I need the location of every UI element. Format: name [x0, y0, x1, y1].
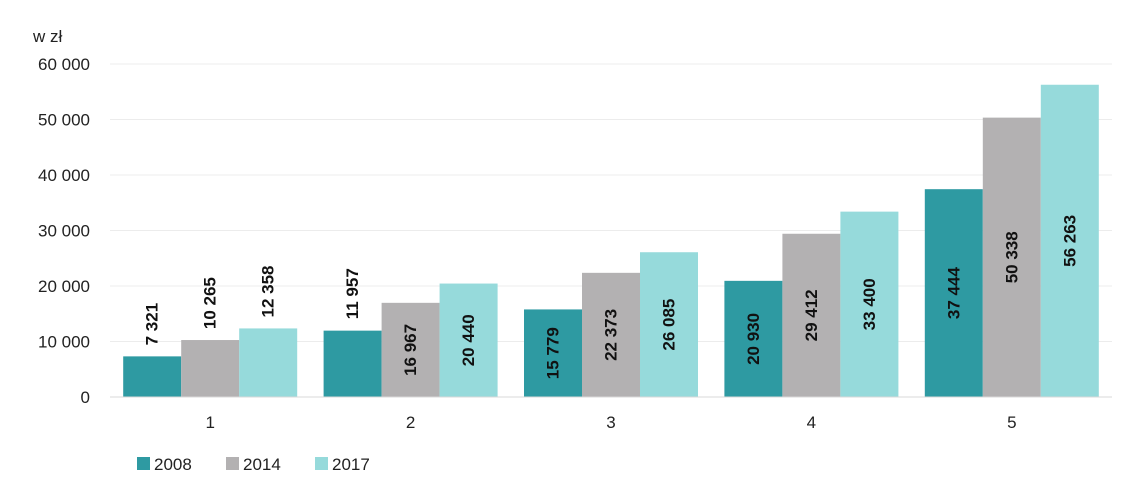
- bar-value-label: 33 400: [860, 278, 879, 330]
- y-unit-label: w zł: [32, 27, 63, 46]
- bar: [239, 328, 298, 397]
- bar-value-label: 10 265: [201, 277, 220, 329]
- bar: [782, 233, 841, 397]
- bar-value-label: 12 358: [259, 266, 278, 318]
- bar: [982, 117, 1041, 398]
- y-tick-label: 30 000: [38, 222, 90, 241]
- bar: [840, 211, 899, 397]
- legend-swatch: [315, 457, 328, 470]
- bar-value-labels: 7 321 10 265 12 358 11 957 16 967 20 440 15 77…: [143, 215, 1080, 379]
- x-category-label: 4: [807, 413, 816, 432]
- y-tick-label: 20 000: [38, 277, 90, 296]
- bar: [1040, 84, 1099, 397]
- bar: [640, 252, 698, 397]
- bar-value-label: 26 085: [660, 299, 679, 351]
- bar: [323, 330, 382, 397]
- bar-value-label: 50 338: [1002, 231, 1021, 283]
- y-tick-label: 10 000: [38, 333, 90, 352]
- x-category-label: 3: [606, 413, 615, 432]
- y-axis-ticks: 0 10 000 20 000 30 000 40 000 50 000 60 000: [38, 55, 90, 407]
- bar: [582, 272, 640, 397]
- bar: [381, 302, 440, 397]
- bar: [524, 309, 582, 397]
- bar: [181, 340, 240, 397]
- x-category-label: 2: [406, 413, 415, 432]
- legend-swatch: [137, 457, 150, 470]
- legend-label: 2014: [243, 455, 281, 474]
- y-tick-label: 50 000: [38, 111, 90, 130]
- x-category-label: 5: [1007, 413, 1016, 432]
- bar-value-label: 11 957: [343, 268, 362, 319]
- y-tick-label: 60 000: [38, 55, 90, 74]
- x-category-label: 1: [205, 413, 214, 432]
- bar-value-label: 20 930: [744, 313, 763, 365]
- y-tick-label: 40 000: [38, 166, 90, 185]
- bar-value-label: 56 263: [1060, 215, 1079, 267]
- bars: [123, 84, 1099, 398]
- y-tick-label: 0: [81, 388, 90, 407]
- bar-value-label: 22 373: [602, 309, 621, 361]
- bar-value-label: 15 779: [544, 327, 563, 379]
- bar: [439, 283, 498, 397]
- legend: 2008 2014 2017: [137, 455, 370, 474]
- bar: [724, 280, 783, 397]
- bar-value-label: 20 440: [459, 314, 478, 366]
- bar-value-label: 29 412: [802, 289, 821, 341]
- bar: [123, 356, 182, 397]
- x-axis-categories: 1 2 3 4 5: [205, 413, 1016, 432]
- legend-label: 2017: [332, 455, 370, 474]
- bar-value-label: 37 444: [944, 267, 963, 320]
- bar: [924, 189, 983, 397]
- bar-value-label: 7 321: [143, 303, 162, 346]
- bar-value-label: 16 967: [401, 324, 420, 376]
- legend-label: 2008: [154, 455, 192, 474]
- legend-swatch: [226, 457, 239, 470]
